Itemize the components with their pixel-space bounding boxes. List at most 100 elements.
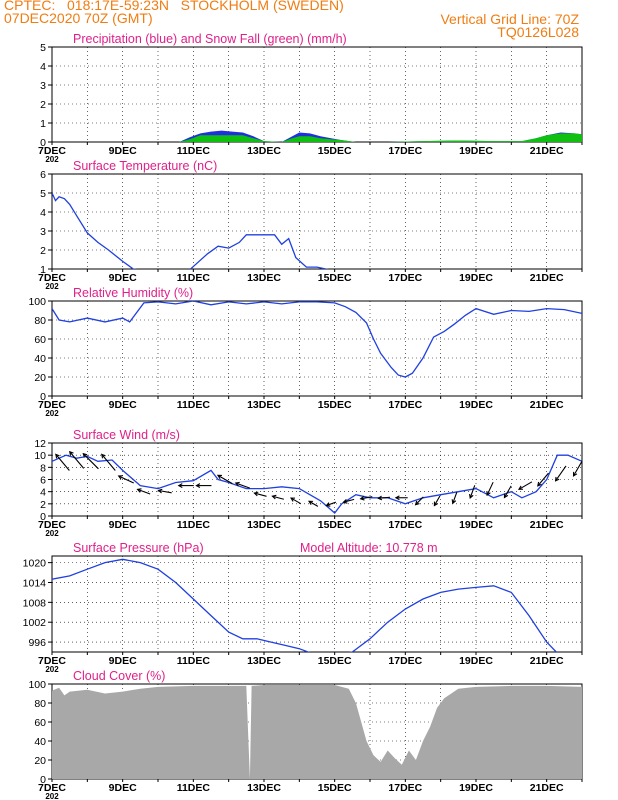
wind-arrow <box>69 451 85 469</box>
y-tick-label: 100 <box>28 296 46 308</box>
area-series-snow-fall <box>52 133 582 142</box>
x-tick-label: 13DEC <box>247 399 281 411</box>
x-year-label: 202 <box>45 282 59 291</box>
x-tick-label: 11DEC <box>177 655 211 667</box>
panel-temp: 7DEC 9DEC 11DEC 13DEC 15DEC 17DEC 19DEC 21DEC 20… <box>38 159 583 291</box>
wind-arrow <box>308 500 319 507</box>
wind-arrow-head <box>342 499 348 504</box>
x-tick-label: 11DEC <box>177 145 211 157</box>
x-tick-label: 7DEC <box>38 782 66 794</box>
plot-frame <box>51 173 583 270</box>
panel-title-rh: Relative Humidity (%) <box>73 286 193 300</box>
y-tick-label: 40 <box>34 353 46 365</box>
wind-arrow-head <box>517 485 523 490</box>
wind-arrow <box>573 460 582 477</box>
header-datetime: 07DEC2020 70Z (GMT) <box>4 10 153 26</box>
wind-arrow <box>378 496 391 499</box>
cloud-cover-area <box>52 685 582 779</box>
wind-arrow <box>254 492 267 497</box>
wind-arrow <box>290 497 301 505</box>
y-tick-label: 6 <box>40 475 46 487</box>
x-tick-label: 9DEC <box>109 782 137 794</box>
panel-rh: 7DEC 9DEC 11DEC 13DEC 15DEC 17DEC 19DEC 21DEC 20… <box>28 286 583 418</box>
x-tick-label: 11DEC <box>177 399 211 411</box>
panel-annotation: Model Altitude: 10.778 m <box>300 541 438 555</box>
y-tick-label: 2 <box>40 99 46 111</box>
wind-arrow <box>158 489 172 494</box>
y-tick-label: 40 <box>34 736 46 748</box>
x-tick-label: 9DEC <box>109 519 137 531</box>
wind-arrow-head <box>216 474 222 480</box>
y-tick-label: 3 <box>40 226 46 238</box>
y-tick-label: 1002 <box>23 617 47 629</box>
y-tick-label: 10 <box>34 450 46 462</box>
x-tick-label: 13DEC <box>247 272 281 284</box>
wind-arrow-head <box>82 452 88 458</box>
wind-arrow-head <box>271 494 277 500</box>
x-tick-label: 7DEC <box>38 272 66 284</box>
wind-arrow-head <box>537 481 542 487</box>
wind-arrow-head <box>308 500 314 505</box>
wind-arrow-head <box>325 502 331 507</box>
plot-frame <box>51 555 583 653</box>
x-tick-label: 19DEC <box>459 272 493 284</box>
y-tick-label: 0 <box>40 511 46 523</box>
wind-arrow <box>415 496 424 506</box>
y-tick-label: 20 <box>34 372 46 384</box>
data-group-wind <box>52 450 582 514</box>
y-tick-label: 996 <box>28 637 46 649</box>
x-tick-label: 17DEC <box>388 782 422 794</box>
y-tick-label: 60 <box>34 717 46 729</box>
x-tick-label: 13DEC <box>247 519 281 531</box>
x-tick-label: 21DEC <box>530 399 564 411</box>
y-tick-label: 4 <box>40 487 46 499</box>
y-tick-label: 4 <box>40 61 46 73</box>
plot-frame <box>51 300 583 397</box>
y-tick-label: 5 <box>40 42 46 54</box>
panel-title-precip: Precipitation (blue) and Snow Fall (gree… <box>73 32 347 46</box>
panel-cloud: 7DEC 9DEC 11DEC 13DEC 15DEC 17DEC 19DEC 21DEC 20… <box>28 669 583 800</box>
wind-arrow-head <box>157 488 163 494</box>
x-tick-label: 11DEC <box>177 782 211 794</box>
y-tick-label: 3 <box>40 80 46 92</box>
x-tick-label: 9DEC <box>109 272 137 284</box>
x-tick-label: 9DEC <box>109 399 137 411</box>
x-tick-label: 15DEC <box>318 519 352 531</box>
wind-arrow <box>82 453 99 470</box>
x-year-label: 202 <box>45 409 59 418</box>
header-grid-note: Vertical Grid Line: 70Z <box>440 11 579 27</box>
data-group-rh <box>52 301 582 378</box>
wind-arrow-head <box>136 488 142 493</box>
panel-wind: 7DEC 9DEC 11DEC 13DEC 15DEC 17DEC 19DEC 21DEC 20… <box>34 428 583 538</box>
wind-arrow-head <box>554 476 560 482</box>
area-series-precipitation <box>52 130 582 142</box>
x-year-label: 202 <box>45 792 59 800</box>
x-tick-label: 11DEC <box>177 272 211 284</box>
y-tick-label: 1008 <box>23 597 47 609</box>
y-tick-label: 4 <box>40 207 46 219</box>
x-tick-label: 9DEC <box>109 145 137 157</box>
wind-arrow-head <box>55 453 60 459</box>
x-tick-label: 15DEC <box>318 655 352 667</box>
wind-arrow <box>101 454 116 471</box>
header-location: CPTEC: 018:17E-59:23N STOCKHOLM (SWEDEN) <box>4 0 344 13</box>
x-tick-label: 11DEC <box>177 519 211 531</box>
wind-arrow-head <box>177 483 183 488</box>
x-tick-label: 21DEC <box>530 782 564 794</box>
y-tick-label: 2 <box>40 245 46 257</box>
wind-arrow-head <box>572 471 578 477</box>
wind-arrow <box>235 482 251 489</box>
x-tick-label: 19DEC <box>459 782 493 794</box>
header-code: TQ0126L028 <box>497 24 579 40</box>
y-tick-label: 0 <box>40 774 46 786</box>
panel-title-wind: Surface Wind (m/s) <box>73 428 180 442</box>
panel-title-cloud: Cloud Cover (%) <box>73 669 165 683</box>
wind-arrow <box>118 475 134 484</box>
wind-arrow-head <box>451 499 457 505</box>
x-tick-label: 17DEC <box>388 399 422 411</box>
panel-precip: 7DEC 9DEC 11DEC 13DEC 15DEC 17DEC 19DEC 21DEC20… <box>38 32 583 164</box>
wind-arrow-head <box>101 453 106 459</box>
data-group-temp <box>52 192 329 269</box>
wind-arrow <box>452 492 458 504</box>
wind-arrow-head <box>253 491 259 497</box>
